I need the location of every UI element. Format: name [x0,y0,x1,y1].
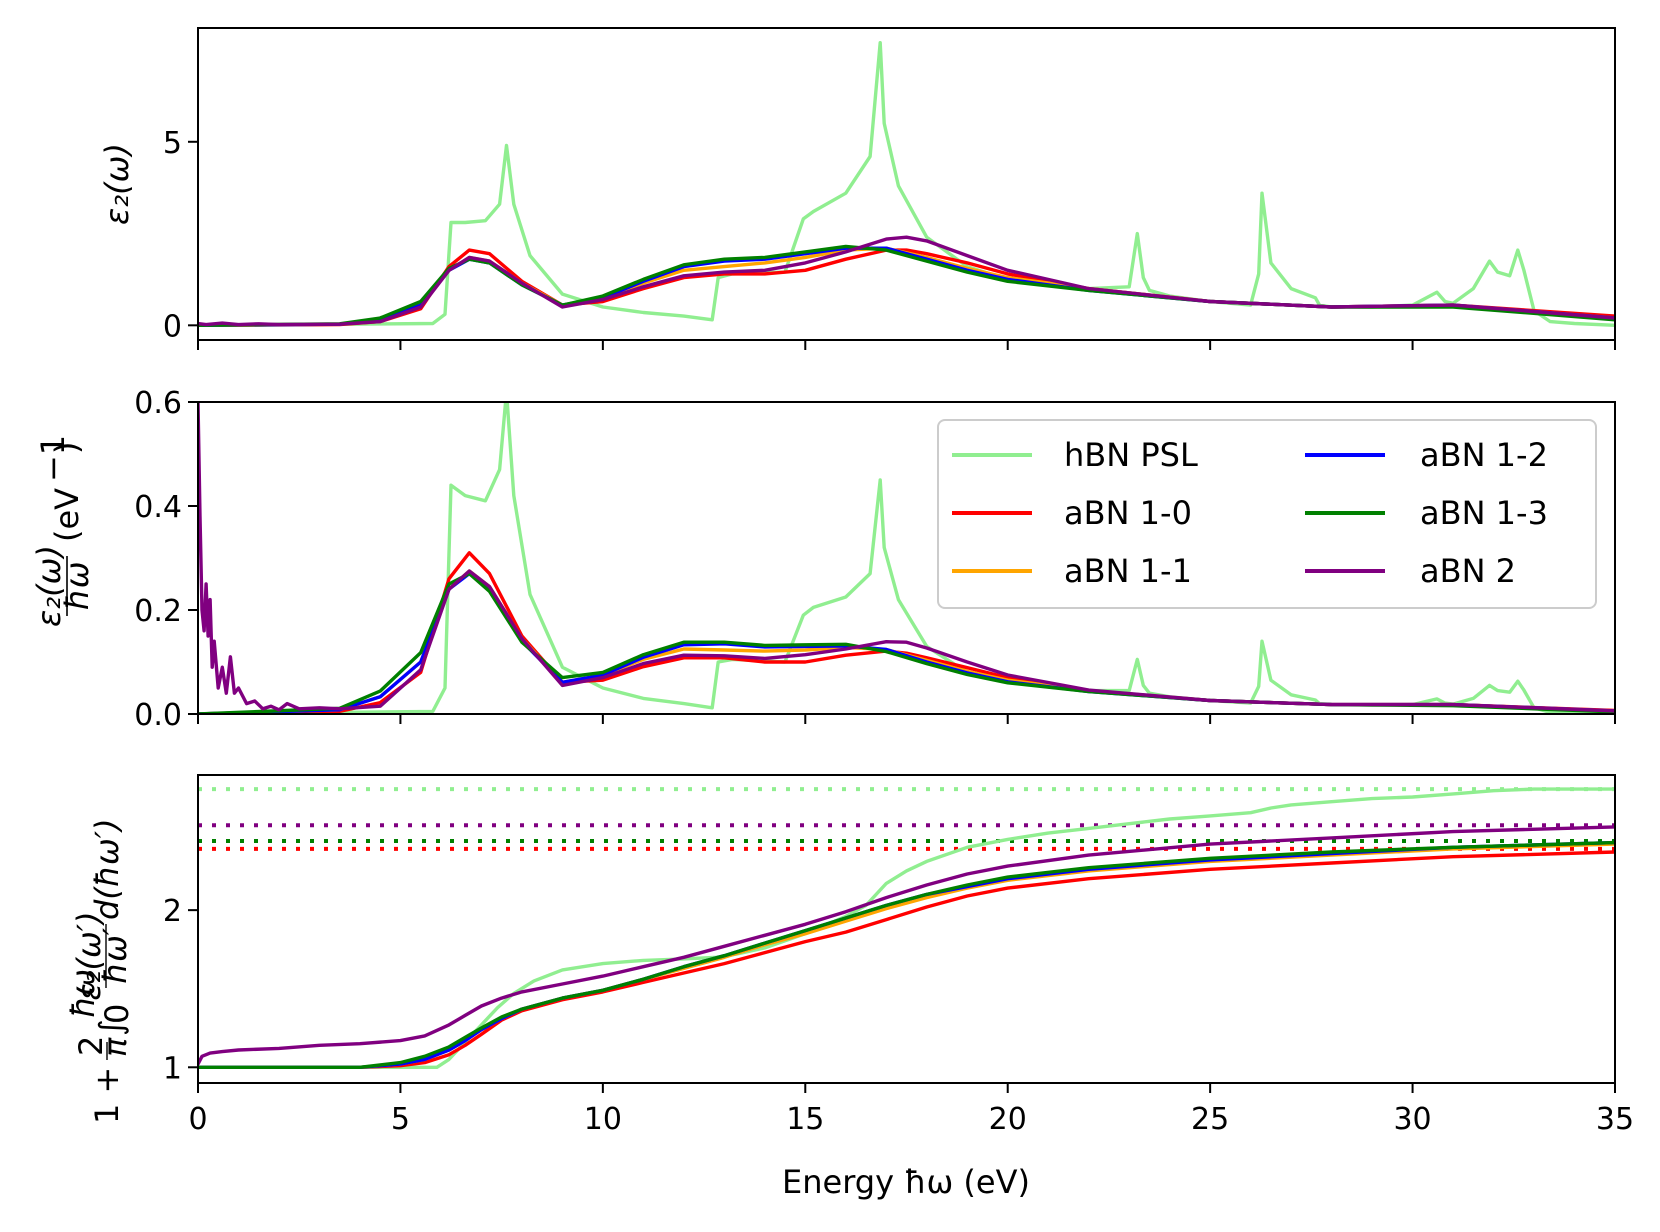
bottom-ylabel-frac-numerator: ε₂(ω′) [70,911,108,1000]
top-series-abn-2 [198,235,1615,327]
bottom-ylabel-lower-limit: 0 [98,1004,136,1024]
middle-ticks: 0.0 0.2 0.4 0.6 [134,386,1616,733]
legend-entry-abn-2: aBN 2 [1305,552,1516,590]
x-tick-label: 35 [1596,1102,1634,1137]
x-tick-label: 15 [786,1102,824,1137]
x-axis-label: Energy ħω (eV) [782,1163,1030,1201]
panel-top: 05 ε₂(ω) [98,27,1616,350]
bottom-ylabel-frac-denominator: ħω′ [96,927,134,984]
bottom-ylabel-differential: d(ħω′) [88,818,126,920]
legend-label-abn-1-2: aBN 1-2 [1420,436,1548,474]
legend-label-abn-1-0: aBN 1-0 [1064,494,1192,532]
legend-label-hbn-psl: hBN PSL [1064,436,1198,474]
bottom-ylabel-prefix: 1 + [88,1067,126,1124]
middle-y-tick-label: 0.2 [134,594,182,629]
x-tick-label: 0 [188,1102,207,1137]
panel-middle: 0.0 0.2 0.4 0.6 ε₂(ω) ħω (eV −1 ) hBN PSL a… [30,386,1616,733]
bottom-y-axis-label: 1 + 2 π ∫ ħω 0 ε₂(ω′) ħω′ d(ħω′) [64,818,136,1124]
legend-frame [937,419,1597,609]
top-axes-frame [197,27,1616,341]
bottom-axes-frame [197,774,1616,1084]
middle-series-abn-2 [198,402,1615,713]
top-ticks: 05 [163,126,1616,350]
middle-y-tick-label: 0.6 [134,386,182,421]
legend-entry-hbn-psl: hBN PSL [952,436,1198,474]
top-y-axis-label: ε₂(ω) [98,143,136,225]
bottom-ylabel-two: 2 [72,1036,110,1056]
bottom-ylabel-integral: ∫ [92,1019,130,1036]
middle-ylabel-exponent: −1 [34,435,72,482]
bottom-series-group [198,787,1615,1070]
top-series-group [198,41,1615,327]
x-tick-label: 25 [1191,1102,1229,1137]
bottom-y-tick-label: 1 [163,1051,182,1086]
middle-ylabel-close: ) [48,442,86,454]
top-series-hbn-psl [198,41,1615,327]
legend-label-abn-1-3: aBN 1-3 [1420,494,1548,532]
bottom-series-abn-1-3 [198,840,1615,1070]
x-tick-label: 5 [391,1102,410,1137]
bottom-ticks: 0 5 10 15 20 25 30 35 1 2 [163,894,1634,1137]
bottom-ylabel-upper-limit: ħω [64,969,102,1018]
top-y-tick-label: 0 [163,309,182,344]
middle-ylabel-unit: (eV [48,488,86,542]
legend-entry-abn-1-1: aBN 1-1 [952,552,1192,590]
x-tick-label: 20 [989,1102,1027,1137]
bottom-y-tick-label: 2 [163,894,182,929]
bottom-series-hbn-psl [198,787,1615,1070]
middle-y-tick-label: 0.4 [134,490,182,525]
bottom-series-abn-1-0 [198,850,1615,1070]
legend-label-abn-1-1: aBN 1-1 [1064,552,1192,590]
bottom-ylabel-pi: π [96,1037,134,1057]
middle-y-axis-label: ε₂(ω) ħω (eV −1 ) [30,435,96,627]
legend-label-abn-2: aBN 2 [1420,552,1516,590]
top-y-tick-label: 5 [163,126,182,161]
x-tick-label: 30 [1393,1102,1431,1137]
bottom-series-abn-1-1 [198,842,1615,1070]
legend-entry-abn-1-2: aBN 1-2 [1305,436,1548,474]
bottom-series-abn-2 [198,825,1615,1066]
x-tick-label: 10 [584,1102,622,1137]
bottom-series-abn-1-2 [198,840,1615,1070]
middle-ylabel-denominator: ħω [58,561,96,610]
middle-ylabel-numerator: ε₂(ω) [30,545,68,627]
legend-entry-abn-1-0: aBN 1-0 [952,494,1192,532]
legend: hBN PSL aBN 1-2 aBN 1-0 aBN 1-3 aBN 1-1 … [937,419,1597,609]
middle-axes-frame [197,401,1616,715]
legend-entry-abn-1-3: aBN 1-3 [1305,494,1548,532]
top-series-abn-1-0 [198,248,1615,327]
middle-y-tick-label: 0.0 [134,698,182,733]
middle-series-group [198,402,1615,714]
